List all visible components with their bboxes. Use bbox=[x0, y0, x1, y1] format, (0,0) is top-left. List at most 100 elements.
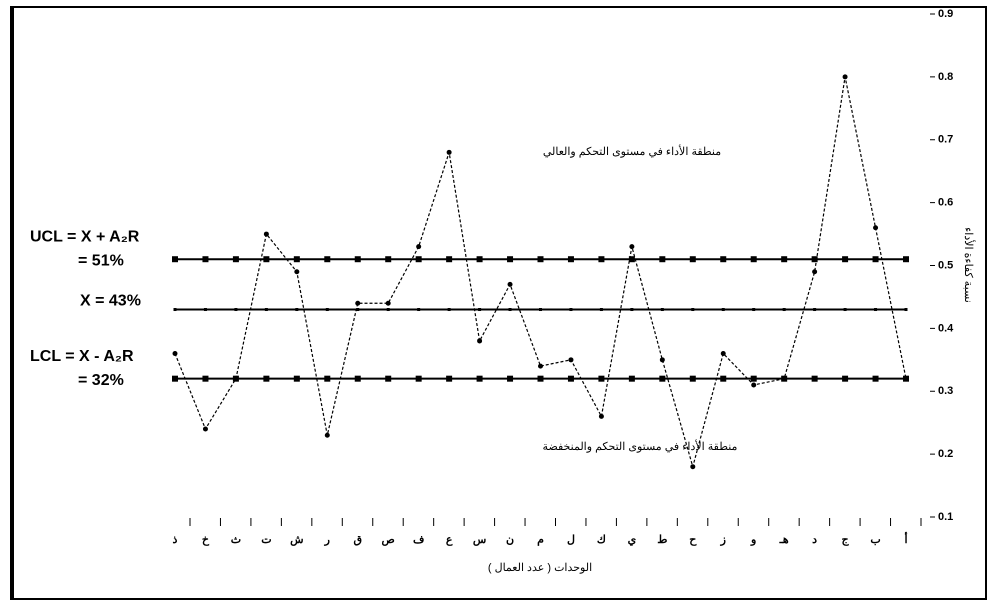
control-marker bbox=[354, 375, 361, 382]
control-marker bbox=[446, 375, 453, 382]
control-marker bbox=[537, 256, 544, 263]
control-marker bbox=[447, 308, 451, 312]
control-marker bbox=[264, 308, 268, 312]
control-line-label: = 32% bbox=[78, 372, 124, 389]
series-point bbox=[324, 432, 330, 438]
y-tick-label: 0.1 bbox=[938, 511, 953, 523]
control-marker bbox=[537, 375, 544, 382]
control-line-label: = 51% bbox=[78, 252, 124, 269]
series-point bbox=[263, 231, 269, 237]
series-point bbox=[233, 376, 239, 382]
control-marker bbox=[750, 375, 757, 382]
control-marker bbox=[385, 375, 392, 382]
x-axis-label: الوحدات ( عدد العمال ) bbox=[488, 562, 592, 574]
control-marker bbox=[539, 308, 542, 312]
x-tick-label: م bbox=[537, 534, 544, 546]
control-marker bbox=[386, 308, 390, 312]
control-marker bbox=[628, 256, 635, 263]
control-marker bbox=[202, 375, 209, 382]
series-point bbox=[629, 244, 635, 250]
series-point bbox=[903, 376, 909, 382]
control-marker bbox=[750, 256, 757, 263]
control-marker bbox=[356, 308, 360, 312]
control-marker bbox=[782, 308, 786, 312]
annotation: منطقة الأداء في مستوى التحكم والعالي bbox=[543, 144, 721, 158]
x-tick-label: و bbox=[750, 534, 756, 546]
control-marker bbox=[173, 308, 177, 312]
control-marker bbox=[507, 256, 514, 263]
control-marker bbox=[172, 375, 178, 382]
x-tick-label: د bbox=[812, 534, 817, 546]
y-tick-label: 0.9 bbox=[938, 8, 953, 20]
control-marker bbox=[567, 256, 574, 263]
series-point bbox=[446, 149, 452, 155]
control-marker bbox=[293, 375, 300, 382]
series-point bbox=[294, 269, 300, 275]
control-marker bbox=[874, 308, 878, 312]
control-marker bbox=[904, 308, 908, 312]
x-tick-label: أ bbox=[904, 532, 907, 546]
control-marker bbox=[569, 308, 573, 312]
control-marker bbox=[691, 308, 695, 312]
control-marker bbox=[811, 375, 818, 382]
control-marker bbox=[598, 256, 605, 263]
x-tick-label: ف bbox=[413, 534, 424, 546]
x-tick-label: ج bbox=[842, 534, 850, 546]
control-marker bbox=[476, 375, 483, 382]
x-tick-label: ر bbox=[324, 534, 330, 546]
control-marker bbox=[567, 375, 574, 382]
y-axis-label: نسبة كفاءة الأداء bbox=[962, 227, 976, 303]
series-point bbox=[416, 244, 422, 250]
control-marker bbox=[508, 308, 512, 312]
x-tick-label: ز bbox=[720, 534, 726, 546]
control-marker bbox=[720, 256, 727, 263]
control-marker bbox=[324, 375, 331, 382]
x-tick-label: ص bbox=[382, 534, 395, 546]
annotation: منطقة الأداء في مستوى التحكم والمنخفضة bbox=[543, 439, 738, 453]
control-marker bbox=[324, 256, 331, 263]
control-marker bbox=[598, 375, 605, 382]
series-point bbox=[507, 281, 513, 287]
series-point bbox=[873, 225, 879, 231]
control-marker bbox=[263, 375, 270, 382]
control-marker bbox=[385, 256, 392, 263]
x-tick-label: ث bbox=[231, 534, 241, 546]
control-marker bbox=[446, 256, 453, 263]
control-marker bbox=[813, 308, 817, 312]
control-marker bbox=[630, 308, 634, 312]
control-line-label: UCL = X + A₂R bbox=[30, 228, 140, 245]
series-point bbox=[568, 357, 574, 363]
control-marker bbox=[293, 256, 300, 263]
series-point bbox=[477, 338, 483, 344]
x-tick-label: ك bbox=[597, 534, 606, 546]
series-point bbox=[842, 74, 848, 80]
control-line-label: LCL = X - A₂R bbox=[30, 348, 134, 365]
y-tick-label: 0.6 bbox=[938, 197, 953, 209]
control-line-label: X = 43% bbox=[80, 293, 141, 310]
y-tick-label: 0.3 bbox=[938, 385, 953, 397]
control-marker bbox=[203, 308, 207, 312]
series-point bbox=[202, 426, 208, 432]
control-marker bbox=[872, 375, 879, 382]
series-point bbox=[659, 357, 665, 363]
control-marker bbox=[628, 375, 635, 382]
y-tick-label: 0.5 bbox=[938, 259, 953, 271]
y-tick-label: 0.8 bbox=[938, 71, 953, 83]
x-tick-label: ي bbox=[628, 534, 637, 547]
series-point bbox=[385, 300, 391, 306]
series-point bbox=[172, 351, 178, 357]
control-marker bbox=[720, 375, 727, 382]
x-tick-label: ت bbox=[261, 534, 271, 546]
control-marker bbox=[232, 256, 239, 263]
control-marker bbox=[478, 308, 482, 312]
y-tick-label: 0.4 bbox=[938, 322, 954, 334]
x-tick-label: ش bbox=[290, 534, 303, 546]
control-marker bbox=[354, 256, 361, 263]
control-marker bbox=[202, 256, 209, 263]
control-marker bbox=[325, 308, 329, 312]
control-marker bbox=[752, 308, 756, 312]
x-tick-label: ط bbox=[657, 534, 667, 546]
x-tick-label: خ bbox=[202, 534, 210, 546]
x-tick-label: ل bbox=[567, 534, 575, 546]
